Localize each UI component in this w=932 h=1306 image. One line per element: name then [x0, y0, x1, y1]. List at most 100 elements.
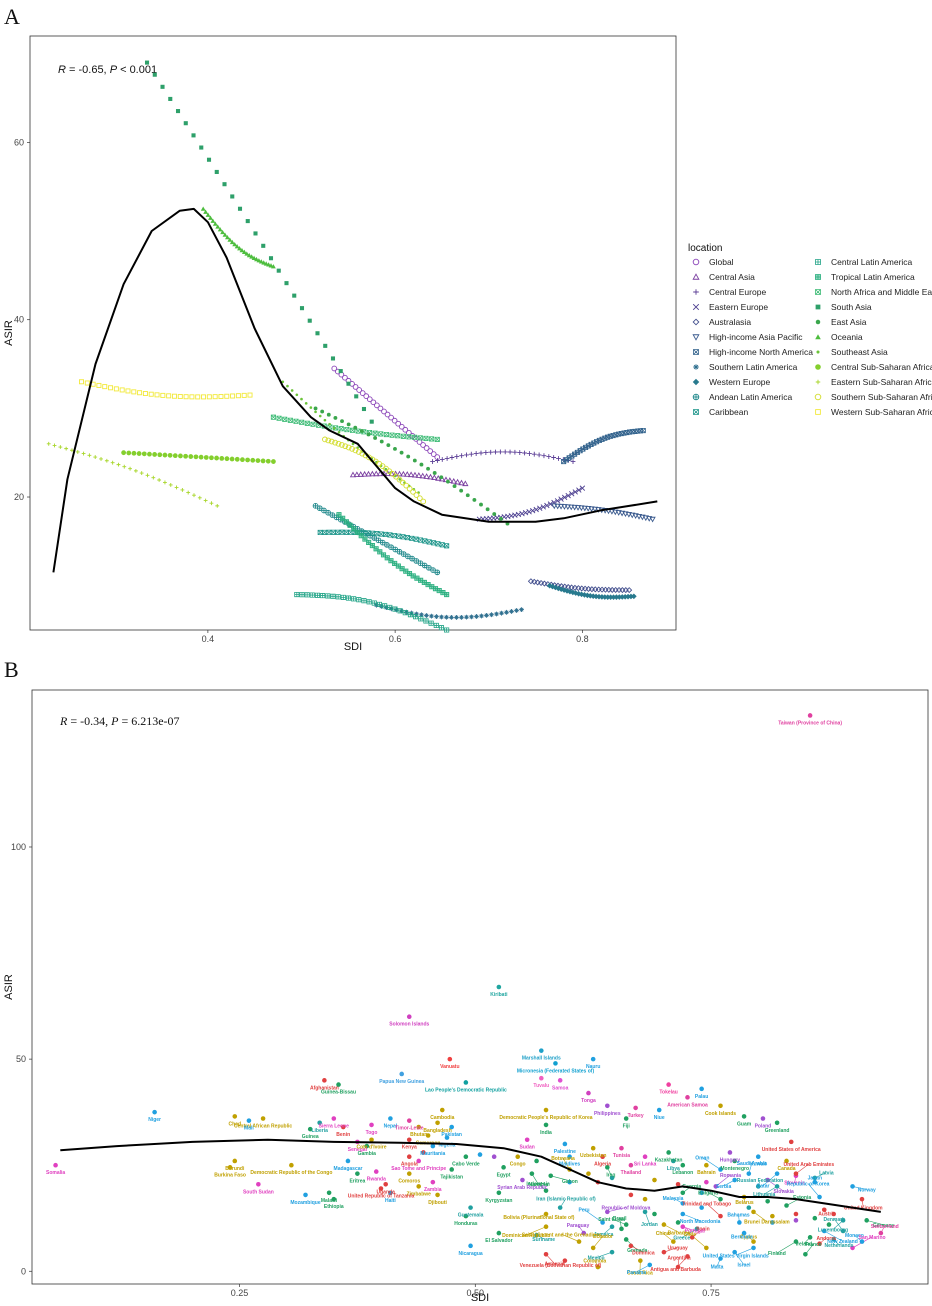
country-point-republic-of-korea — [817, 1194, 822, 1200]
country-label-papua-new-guinea: Papua New Guinea — [379, 1079, 424, 1085]
country-label-burundi: Burundi — [225, 1166, 245, 1172]
country-point-luxembourg — [840, 1218, 846, 1223]
data-point-central-sub-saharan-africa — [126, 450, 132, 456]
country-point-somalia — [53, 1162, 58, 1168]
data-point-central-latin-america — [335, 594, 341, 600]
panel-b-country-labels: Taiwan (Province of China) Kiribati Solomo… — [46, 721, 899, 1277]
legend-label-eastern-sub-saharan-africa: Eastern Sub-Saharan Africa — [831, 377, 932, 387]
data-point-eastern-europe — [561, 494, 568, 501]
country-point-sierra-leone — [331, 1116, 337, 1121]
data-point-oceania — [212, 221, 218, 226]
data-point-caribbean — [439, 542, 445, 548]
country-point-albania — [675, 1181, 681, 1187]
country-point-bermuda — [741, 1230, 747, 1236]
data-point-southern-latin-america — [479, 613, 484, 619]
data-point-central-asia — [373, 470, 380, 477]
legend-title: location — [688, 243, 722, 254]
data-point-oceania — [205, 212, 211, 217]
leader-line-dominica — [630, 1245, 644, 1253]
data-point-oceania — [200, 206, 206, 211]
data-point-southern-latin-america — [494, 611, 499, 617]
country-label-russian-federation: Russian Federation — [737, 1178, 783, 1184]
country-label-slovenia: Slovenia — [784, 1181, 805, 1187]
data-point-central-latin-america — [428, 620, 434, 626]
data-point-central-sub-saharan-africa — [183, 453, 189, 459]
data-point-east-asia — [406, 454, 411, 459]
country-point-pakistan — [449, 1124, 455, 1130]
country-point-ukraine — [699, 1190, 704, 1196]
data-point-western-sub-saharan-africa — [137, 390, 143, 396]
data-point-central-sub-saharan-africa — [240, 457, 245, 463]
data-point-east-asia — [333, 415, 338, 420]
data-point-central-europe — [507, 449, 513, 455]
legend-marker-western-europe — [692, 378, 700, 386]
data-point-central-asia — [423, 473, 430, 479]
data-point-south-asia — [276, 268, 281, 273]
data-point-oceania — [256, 258, 262, 263]
country-label-burkina-faso: Burkina Faso — [214, 1172, 246, 1178]
data-point-high-income-asia-pacific — [585, 506, 592, 512]
data-point-western-sub-saharan-africa — [102, 384, 108, 390]
country-label-antigua-and-barbuda: Antigua and Barbuda — [650, 1267, 701, 1273]
leader-line-north-macedonia — [682, 1213, 701, 1222]
country-point-bosnia-and-herzegovina — [675, 1220, 681, 1225]
data-point-southern-sub-saharan-africa — [339, 442, 345, 448]
country-point-australia — [793, 1211, 799, 1217]
country-label-eritrea: Eritrea — [349, 1179, 365, 1185]
data-point-southern-latin-america — [499, 610, 504, 616]
data-point-global — [416, 439, 423, 445]
data-point-central-europe — [541, 453, 547, 459]
country-point-cuba — [652, 1211, 657, 1217]
data-point-eastern-europe — [526, 509, 532, 515]
country-point-chile — [704, 1245, 709, 1251]
data-point-high-income-asia-pacific — [564, 504, 572, 511]
legend-label-central-europe: Central Europe — [709, 287, 766, 297]
country-label-angola: Angola — [401, 1162, 418, 1168]
data-point-north-africa-and-middle-east — [406, 434, 412, 440]
legend-marker-southern-latin-america — [693, 364, 699, 370]
country-label-senegal: Senegal — [348, 1147, 368, 1153]
country-point-slovakia — [765, 1177, 770, 1183]
data-point-eastern-sub-saharan-africa — [151, 475, 156, 480]
data-point-eastern-sub-saharan-africa — [180, 488, 185, 492]
country-label-cote-d-ivoire: Cote d'Ivoire — [356, 1145, 386, 1151]
country-label-paraguay: Paraguay — [567, 1223, 590, 1229]
data-point-central-europe — [493, 449, 498, 455]
country-point-norway — [850, 1184, 855, 1189]
data-point-southern-sub-saharan-africa — [406, 485, 413, 492]
country-label-central-african-republic: Central African Republic — [234, 1124, 292, 1130]
data-point-western-sub-saharan-africa — [79, 379, 84, 385]
legend-item-central-europe: Central Europe — [693, 287, 766, 297]
country-label-kiribati: Kiribati — [490, 992, 508, 998]
panel-b-plot-frame — [31, 689, 929, 1285]
data-point-central-asia — [396, 470, 403, 477]
data-point-central-asia — [361, 470, 368, 477]
data-point-central-latin-america — [299, 592, 305, 598]
data-point-east-asia — [465, 493, 470, 498]
data-point-southeast-asia — [318, 414, 322, 418]
country-label-ethiopia: Ethiopia — [324, 1204, 344, 1210]
country-label-mozambique: Mozambique — [290, 1200, 320, 1206]
country-point-taiwan-province-of-china — [807, 713, 813, 718]
data-point-south-asia — [206, 157, 212, 162]
country-label-congo: Congo — [510, 1162, 526, 1168]
data-point-central-asia — [427, 473, 434, 480]
country-label-tokelau: Tokelau — [659, 1090, 678, 1096]
country-point-republic-of-moldova — [605, 1209, 610, 1215]
data-point-south-asia — [191, 133, 196, 138]
country-point-brazil — [619, 1226, 624, 1232]
data-point-north-africa-and-middle-east — [293, 418, 299, 424]
legend-item-global: Global — [692, 257, 734, 267]
country-point-iraq — [605, 1165, 610, 1170]
country-point-suriname — [534, 1232, 539, 1238]
data-point-high-income-asia-pacific — [625, 511, 633, 518]
leader-line-united-states-virgin-islands — [735, 1247, 754, 1256]
leader-line-panama — [636, 1264, 650, 1273]
country-point-lithuania — [774, 1184, 780, 1189]
country-point-greece — [694, 1226, 700, 1232]
country-point-palestine — [562, 1141, 568, 1147]
country-label-bahamas: Bahamas — [727, 1213, 749, 1219]
data-point-north-africa-and-middle-east — [372, 430, 378, 436]
y-tick-label: 0 — [21, 1266, 26, 1276]
data-point-global — [391, 417, 398, 424]
